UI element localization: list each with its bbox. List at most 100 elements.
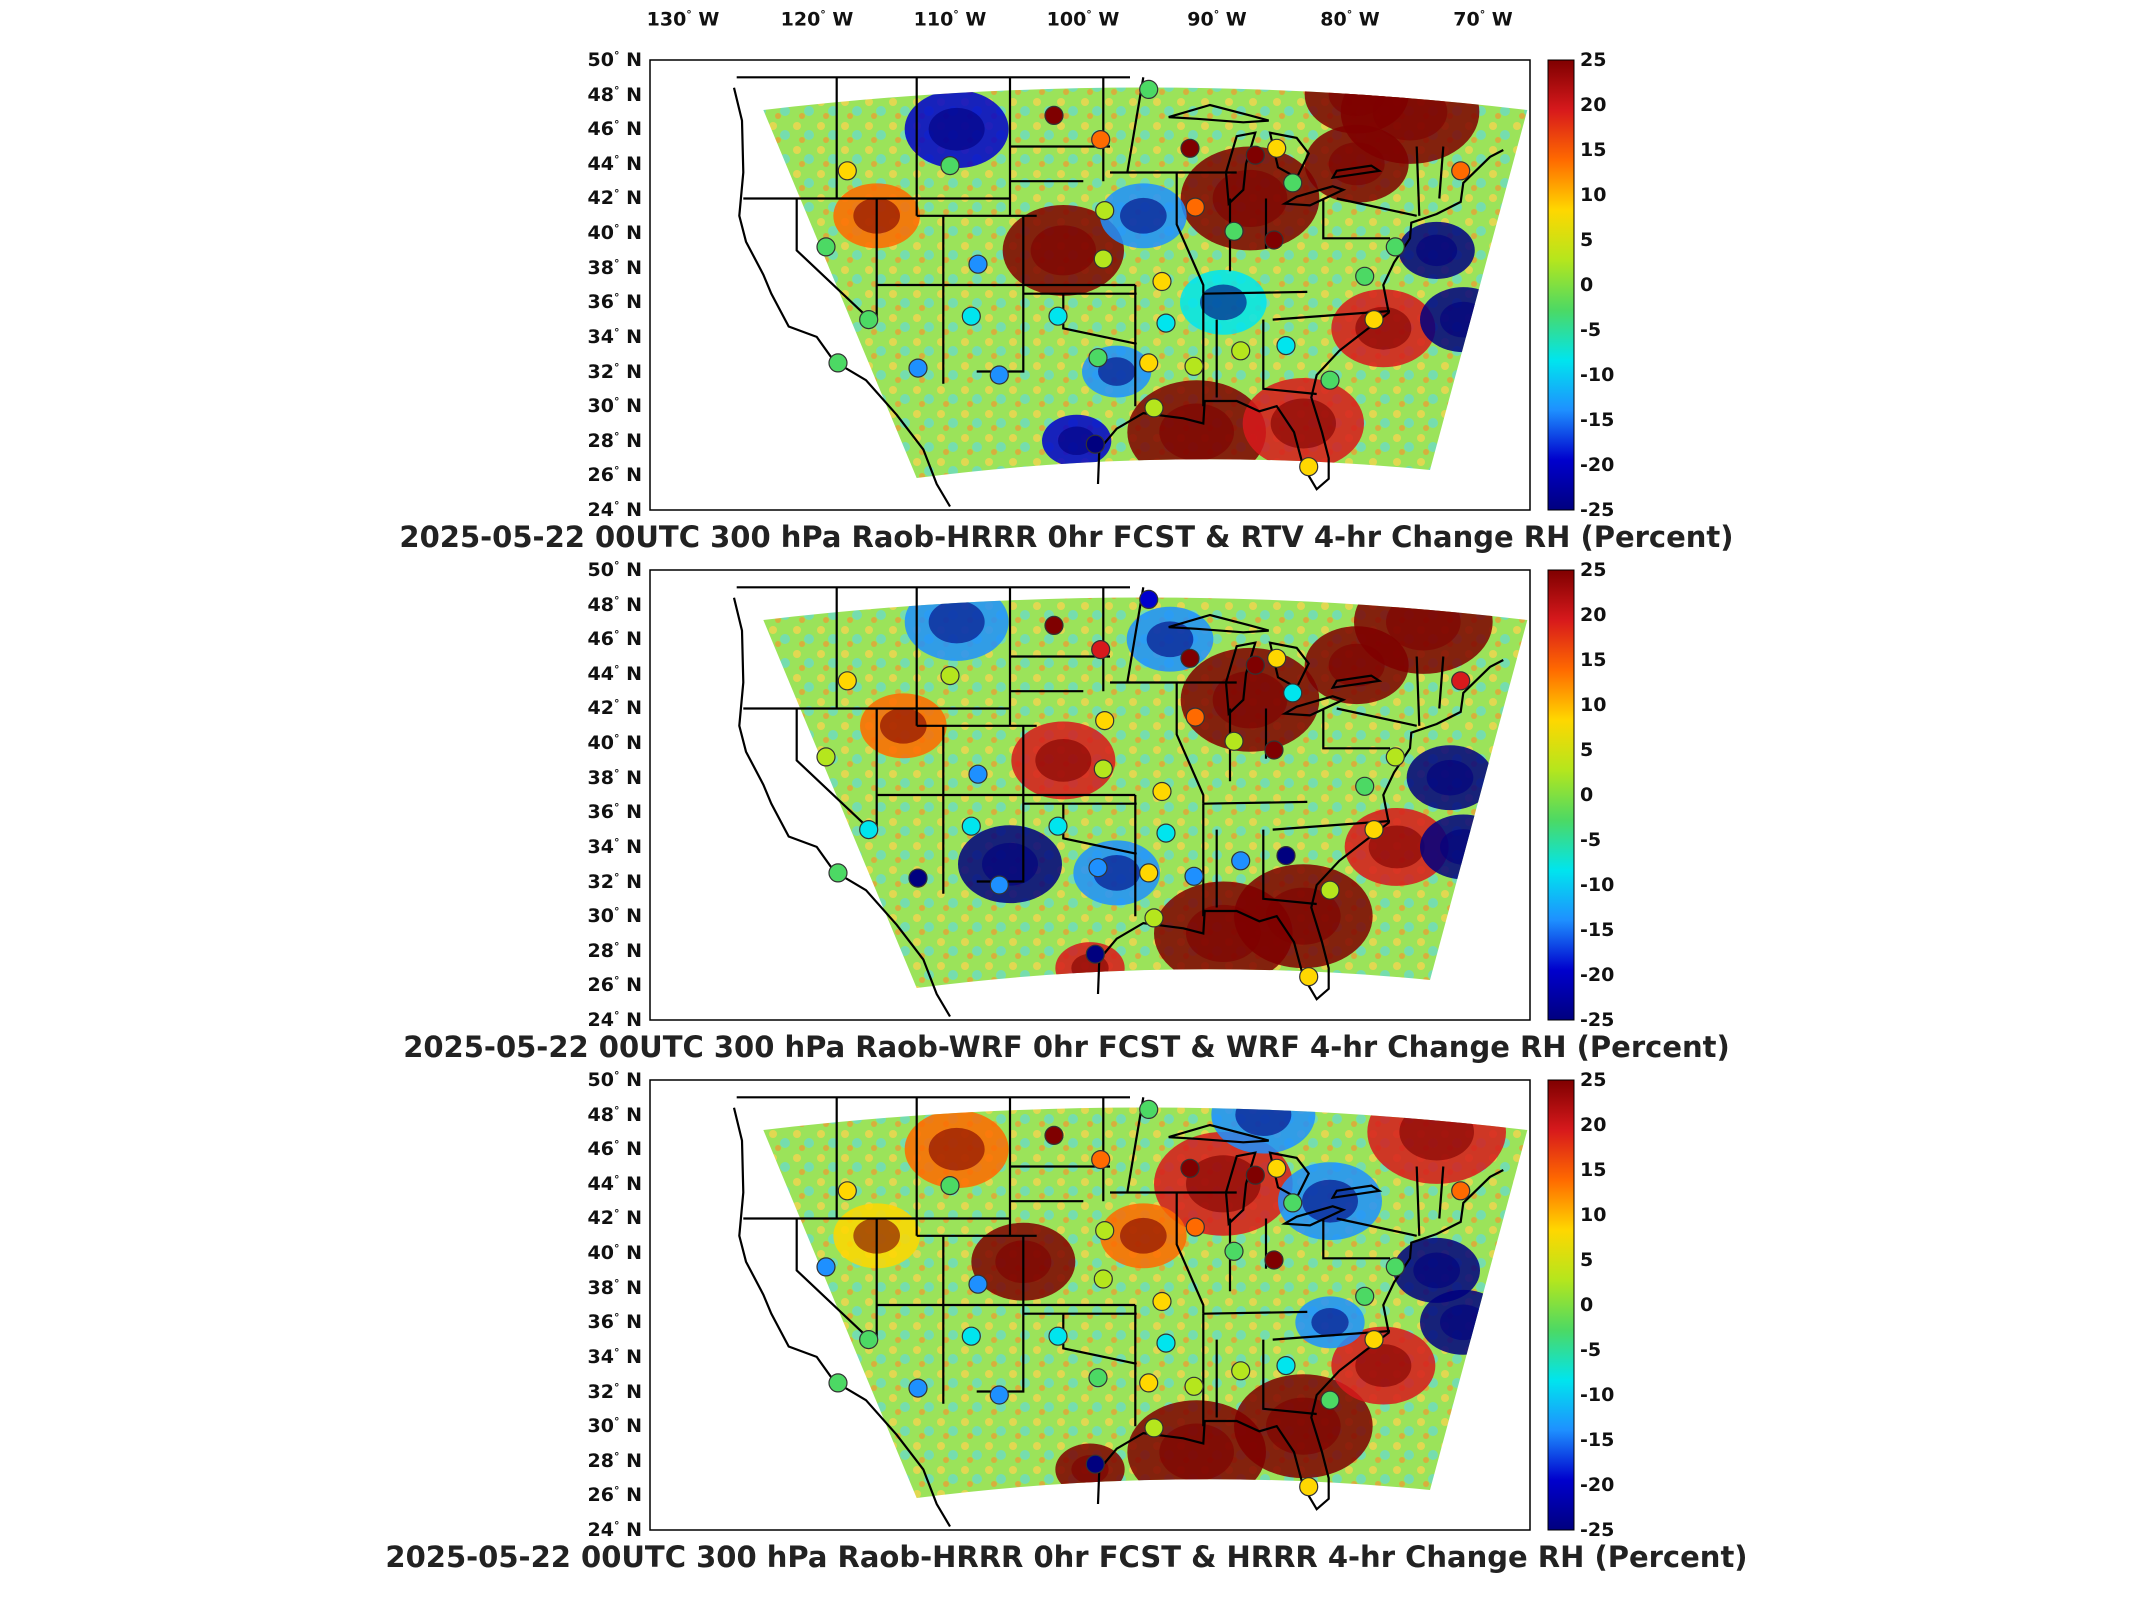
raob-point bbox=[1224, 731, 1244, 751]
panel-title: 2025-05-22 00UTC 300 hPa Raob-HRRR 0hr F… bbox=[399, 520, 1734, 554]
state-boundary bbox=[1203, 1310, 1308, 1315]
lat-tick-label: 24° N bbox=[587, 498, 642, 522]
raob-point bbox=[1276, 336, 1296, 356]
lat-tick-label: 40° N bbox=[587, 731, 642, 755]
field-blob-core bbox=[1200, 284, 1247, 321]
field-blob-core bbox=[1416, 234, 1458, 267]
raob-point bbox=[828, 1373, 848, 1393]
raob-point bbox=[1044, 615, 1064, 636]
lat-tick-label: 36° N bbox=[587, 1310, 642, 1334]
raob-point bbox=[859, 1329, 879, 1350]
lat-tick-label: 38° N bbox=[587, 256, 642, 280]
state-boundary bbox=[1322, 198, 1390, 240]
raob-point bbox=[859, 819, 879, 840]
raob-point bbox=[1224, 221, 1244, 241]
state-boundary bbox=[1062, 1313, 1137, 1365]
colorbar-tick-label: -10 bbox=[1580, 874, 1615, 896]
field-blob-core bbox=[1159, 403, 1234, 461]
raob-point bbox=[1139, 1373, 1159, 1393]
colorbar-tick-label: -15 bbox=[1580, 1429, 1615, 1451]
field-blob-core bbox=[1212, 169, 1288, 228]
lat-tick-label: 42° N bbox=[587, 1206, 642, 1230]
colorbar-tick-label: -20 bbox=[1580, 1474, 1615, 1496]
great-lake-outline bbox=[1224, 1151, 1257, 1227]
great-lake-outline bbox=[1281, 1205, 1347, 1227]
pacific-coastline bbox=[732, 1107, 951, 1528]
raob-point bbox=[1264, 740, 1284, 760]
field-blob-core bbox=[1368, 825, 1425, 869]
raob-point bbox=[1095, 1220, 1115, 1241]
lat-tick-label: 24° N bbox=[587, 1518, 642, 1542]
state-boundary bbox=[1415, 656, 1421, 726]
lat-tick-label: 32° N bbox=[587, 1380, 642, 1404]
raob-point bbox=[968, 764, 988, 784]
raob-point bbox=[1139, 1099, 1159, 1120]
lat-tick-label: 36° N bbox=[587, 290, 642, 314]
raob-point bbox=[1144, 398, 1164, 418]
raob-point bbox=[1093, 759, 1113, 779]
raob-point bbox=[1185, 707, 1205, 727]
great-lake-outline bbox=[1268, 1151, 1310, 1200]
raob-point bbox=[1320, 1390, 1340, 1410]
raob-point bbox=[908, 868, 928, 888]
state-boundary bbox=[795, 708, 871, 831]
raob-point bbox=[1283, 173, 1303, 193]
raob-point bbox=[1156, 823, 1176, 843]
colorbar-tick-label: -15 bbox=[1580, 409, 1615, 431]
lat-tick-label: 42° N bbox=[587, 696, 642, 720]
raob-point bbox=[1144, 908, 1164, 928]
raob-point bbox=[1185, 1217, 1205, 1237]
lat-tick-label: 50° N bbox=[587, 48, 642, 72]
raob-point bbox=[1044, 105, 1064, 126]
raob-point bbox=[1231, 851, 1251, 871]
colorbar-tick-label: 0 bbox=[1580, 1294, 1594, 1316]
colorbar-tick-label: -5 bbox=[1580, 829, 1602, 851]
raob-point bbox=[1299, 1477, 1319, 1497]
raob-point bbox=[1044, 1125, 1064, 1146]
colorbar bbox=[1547, 1079, 1575, 1531]
lat-tick-label: 32° N bbox=[587, 360, 642, 384]
raob-point bbox=[828, 353, 848, 373]
raob-point bbox=[961, 306, 981, 326]
colorbar-tick-label: 15 bbox=[1580, 1159, 1607, 1181]
field-blob-core bbox=[1355, 1344, 1412, 1387]
rh-change-field bbox=[763, 87, 1528, 478]
raob-point bbox=[1139, 589, 1159, 610]
raob-point bbox=[1184, 356, 1204, 376]
field-blob-core bbox=[1235, 1107, 1292, 1137]
raob-point bbox=[1320, 370, 1340, 390]
raob-point bbox=[1184, 1376, 1204, 1396]
colorbar-tick-label: -5 bbox=[1580, 319, 1602, 341]
state-boundary bbox=[1175, 172, 1205, 294]
lat-tick-label: 26° N bbox=[587, 1483, 642, 1507]
state-boundary bbox=[1438, 656, 1445, 709]
lat-tick-label: 26° N bbox=[587, 973, 642, 997]
raob-point bbox=[1276, 845, 1296, 866]
lat-tick-label: 38° N bbox=[587, 1276, 642, 1300]
colorbar-tick-label: 5 bbox=[1580, 1249, 1594, 1271]
colorbar-tick-label: -10 bbox=[1580, 364, 1615, 386]
raob-point bbox=[1231, 341, 1251, 361]
state-boundary bbox=[1262, 1339, 1317, 1416]
colorbar-tick-label: -25 bbox=[1580, 1009, 1615, 1031]
raob-point bbox=[1048, 306, 1068, 326]
raob-point bbox=[1088, 1368, 1108, 1388]
colorbar-tick-label: 10 bbox=[1580, 694, 1607, 716]
lat-tick-label: 46° N bbox=[587, 117, 642, 141]
state-boundary bbox=[1262, 829, 1317, 906]
great-lake-outline bbox=[1168, 613, 1269, 634]
lat-tick-label: 34° N bbox=[587, 1345, 642, 1369]
raob-point bbox=[1264, 1250, 1284, 1270]
colorbar-tick-label: 20 bbox=[1580, 94, 1607, 116]
colorbar-tick-label: -5 bbox=[1580, 1339, 1602, 1361]
state-boundary bbox=[1062, 293, 1137, 345]
map-panel-3 bbox=[649, 1079, 1575, 1531]
raob-point bbox=[1264, 230, 1284, 250]
colorbar-tick-label: 15 bbox=[1580, 139, 1607, 161]
raob-point bbox=[1180, 138, 1200, 158]
raob-point bbox=[1091, 130, 1111, 150]
raob-point bbox=[1139, 79, 1159, 100]
raob-point bbox=[989, 365, 1009, 385]
field-blob-core bbox=[1058, 426, 1096, 456]
